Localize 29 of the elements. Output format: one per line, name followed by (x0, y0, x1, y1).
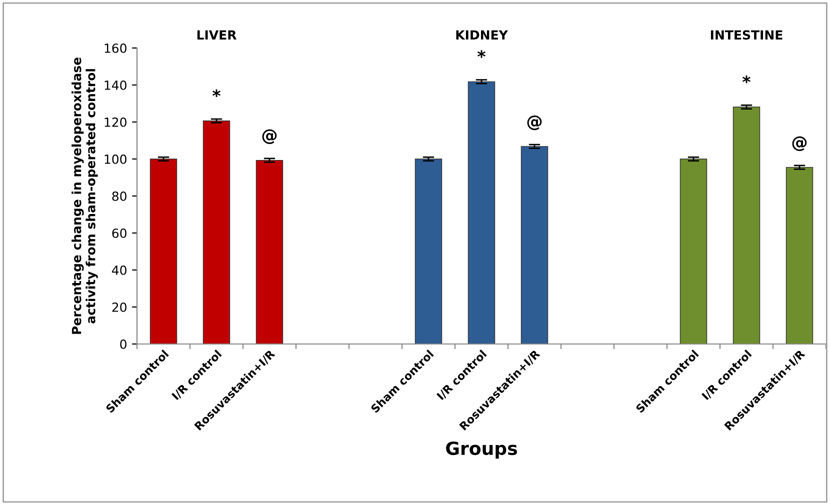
x-axis-title: Groups (446, 441, 517, 459)
bar (680, 158, 708, 344)
data-label: @ (792, 136, 807, 152)
text: LIVER (197, 30, 236, 40)
bar (414, 158, 442, 344)
bar (256, 160, 284, 344)
y-axis-title: Percentage change in myeloperoxidase activity from sham-operated control (72, 58, 98, 334)
text: KIDNEY (456, 30, 508, 40)
y-tick-label: 160 (104, 43, 126, 53)
y-tick-label: 20 (112, 302, 126, 312)
data-label: * (477, 50, 486, 58)
data-label: @ (262, 129, 277, 144)
bar (732, 106, 760, 344)
bar (468, 81, 496, 344)
text: INTESTINE (710, 30, 782, 40)
bar (786, 166, 814, 344)
y-tick-label: 0 (120, 339, 126, 349)
bar (202, 120, 230, 344)
data-label: @ (527, 115, 542, 130)
y-tick-label: 40 (112, 265, 126, 275)
y-tick-label: 120 (104, 117, 126, 127)
y-tick-label: 100 (104, 154, 126, 164)
data-label: * (212, 89, 221, 98)
y-tick-label: 60 (112, 228, 126, 238)
y-tick-label: 80 (112, 191, 126, 201)
data-label: * (742, 75, 751, 84)
bar (520, 146, 548, 344)
bar (150, 158, 178, 344)
y-tick-label: 140 (104, 80, 126, 90)
